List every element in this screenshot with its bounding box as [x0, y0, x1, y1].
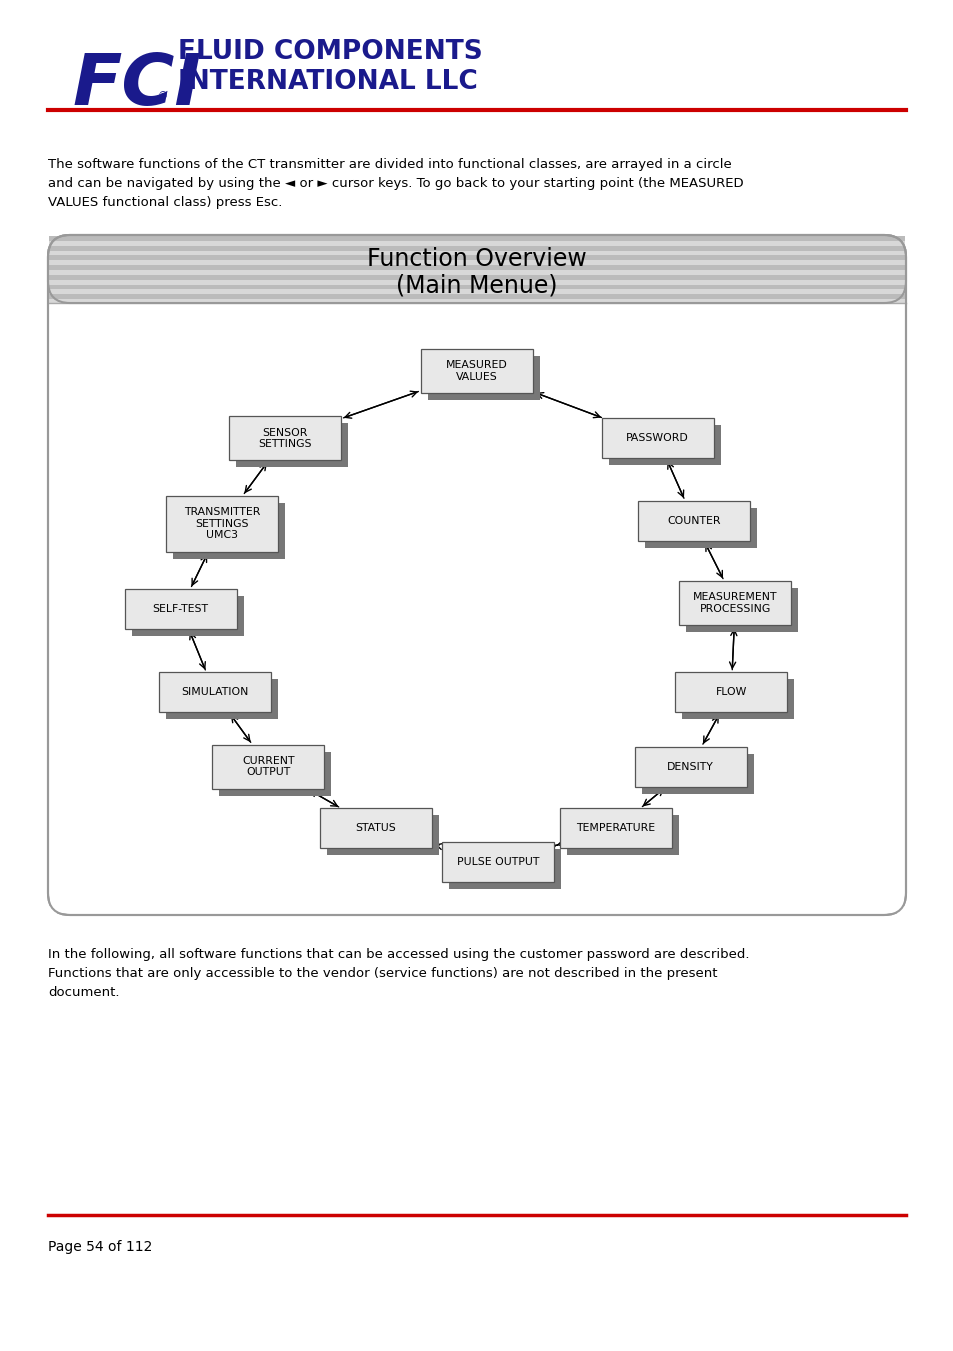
Bar: [448, 848, 560, 889]
Text: SENSOR
SETTINGS: SENSOR SETTINGS: [258, 428, 312, 450]
Bar: [125, 589, 236, 630]
Text: (Main Menue): (Main Menue): [395, 273, 558, 297]
Bar: [601, 419, 713, 458]
Bar: [49, 255, 904, 261]
Text: FCI: FCI: [71, 50, 201, 119]
Bar: [608, 426, 720, 466]
Text: The software functions of the CT transmitter are divided into functional classes: The software functions of the CT transmi…: [48, 158, 731, 172]
Text: In the following, all software functions that can be accessed using the customer: In the following, all software functions…: [48, 948, 749, 961]
Bar: [172, 503, 285, 559]
Text: FLUID COMPONENTS: FLUID COMPONENTS: [178, 39, 482, 65]
Text: FLOW: FLOW: [715, 688, 746, 697]
Text: PULSE OUTPUT: PULSE OUTPUT: [456, 857, 538, 867]
Text: TEMPERATURE: TEMPERATURE: [576, 823, 655, 834]
Bar: [49, 270, 904, 274]
Text: PASSWORD: PASSWORD: [625, 434, 688, 443]
Bar: [49, 261, 904, 265]
Text: Function Overview: Function Overview: [367, 247, 586, 272]
Text: VALUES functional class) press Esc.: VALUES functional class) press Esc.: [48, 196, 282, 209]
FancyBboxPatch shape: [48, 235, 905, 915]
Text: ®: ®: [158, 91, 168, 101]
Bar: [50, 304, 903, 913]
Bar: [566, 815, 679, 855]
Bar: [49, 285, 904, 289]
Bar: [49, 250, 904, 255]
Text: COUNTER: COUNTER: [666, 516, 720, 526]
Bar: [49, 280, 904, 285]
Bar: [644, 508, 756, 547]
Text: MEASURED
VALUES: MEASURED VALUES: [446, 361, 507, 382]
Bar: [428, 355, 539, 400]
Text: STATUS: STATUS: [355, 823, 395, 834]
Bar: [634, 747, 746, 786]
Bar: [638, 501, 749, 540]
Bar: [327, 815, 438, 855]
Bar: [166, 680, 277, 720]
Bar: [158, 673, 271, 712]
Bar: [679, 581, 790, 626]
Bar: [49, 236, 904, 240]
Bar: [219, 751, 331, 796]
Text: CURRENT
OUTPUT: CURRENT OUTPUT: [242, 755, 294, 777]
Bar: [49, 299, 904, 304]
Bar: [319, 808, 432, 848]
Bar: [641, 754, 753, 793]
Text: DENSITY: DENSITY: [666, 762, 713, 771]
Bar: [420, 349, 533, 393]
Bar: [681, 680, 793, 720]
Bar: [49, 240, 904, 246]
Text: TRANSMITTER
SETTINGS
UMC3: TRANSMITTER SETTINGS UMC3: [184, 507, 260, 540]
Bar: [132, 596, 243, 636]
Bar: [235, 423, 348, 467]
Text: Functions that are only accessible to the vendor (service functions) are not des: Functions that are only accessible to th…: [48, 967, 717, 979]
Text: SELF-TEST: SELF-TEST: [152, 604, 209, 613]
Text: INTERNATIONAL LLC: INTERNATIONAL LLC: [178, 69, 477, 95]
Bar: [441, 842, 553, 882]
Bar: [49, 274, 904, 280]
Bar: [49, 265, 904, 270]
Bar: [685, 588, 798, 632]
Bar: [49, 246, 904, 250]
Bar: [675, 673, 786, 712]
Bar: [49, 289, 904, 295]
Bar: [166, 496, 277, 551]
Text: and can be navigated by using the ◄ or ► cursor keys. To go back to your startin: and can be navigated by using the ◄ or ►…: [48, 177, 742, 190]
Text: MEASUREMENT
PROCESSING: MEASUREMENT PROCESSING: [693, 592, 777, 613]
Bar: [213, 744, 324, 789]
Text: SIMULATION: SIMULATION: [181, 688, 248, 697]
Bar: [49, 295, 904, 299]
Bar: [229, 416, 340, 461]
Text: document.: document.: [48, 986, 119, 998]
Bar: [559, 808, 672, 848]
Text: Page 54 of 112: Page 54 of 112: [48, 1240, 152, 1254]
